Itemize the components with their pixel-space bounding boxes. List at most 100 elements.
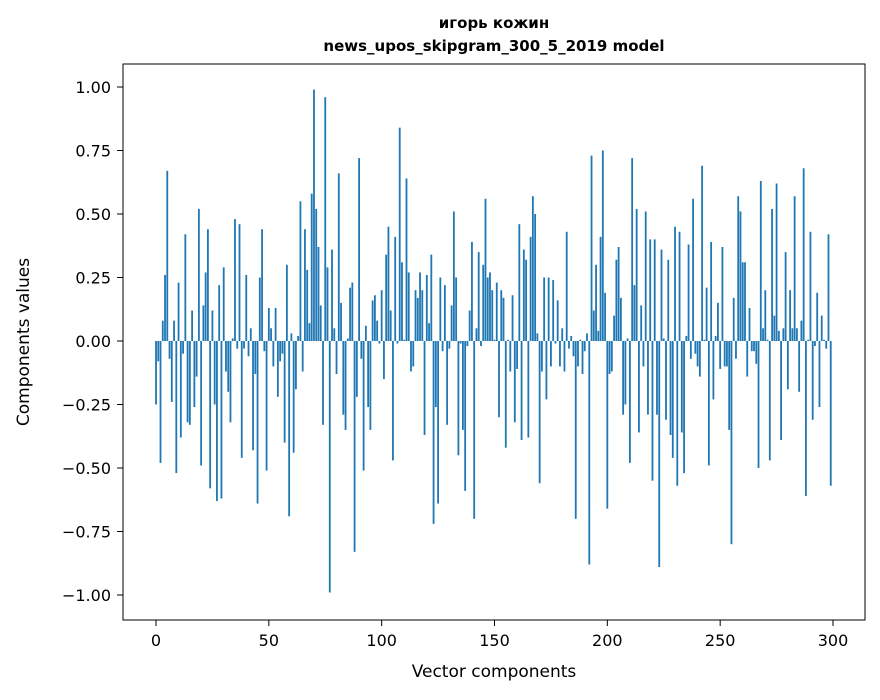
bar [680, 341, 683, 433]
bar [554, 341, 557, 344]
bar [732, 297, 735, 341]
bar [216, 341, 218, 502]
bar [545, 341, 548, 400]
bar [270, 328, 272, 341]
bar [581, 341, 584, 375]
bar [410, 341, 412, 372]
bar [466, 341, 469, 347]
bar [595, 264, 597, 341]
bar [333, 328, 336, 341]
bar [337, 173, 340, 341]
bar [425, 274, 428, 341]
bar [353, 341, 356, 552]
bars-group [155, 89, 832, 593]
bar [615, 259, 618, 341]
bar [757, 341, 760, 468]
y-axis: 1.00 0.75 0.50 0.25 0.00 −0.25 −0.50 −0.75 −1.00 [62, 78, 123, 605]
bar [168, 341, 171, 359]
bar [213, 341, 216, 405]
bar [491, 290, 494, 341]
bar [392, 341, 394, 461]
bar [809, 231, 812, 341]
bar [346, 338, 349, 341]
bar [480, 341, 482, 347]
bar [613, 315, 616, 341]
bar [624, 341, 627, 405]
bar [159, 341, 162, 463]
bar [477, 252, 480, 341]
bar [656, 341, 658, 415]
bar [285, 264, 288, 341]
bar [299, 201, 302, 341]
bar [710, 241, 713, 341]
bar [161, 320, 164, 341]
bar [592, 310, 595, 341]
bar [617, 247, 620, 341]
bar [258, 277, 261, 341]
bar [502, 297, 505, 341]
bar [446, 341, 449, 425]
bar [583, 341, 586, 352]
bar [489, 272, 491, 341]
bar [518, 224, 521, 341]
bar [227, 341, 230, 392]
bar [301, 341, 304, 372]
bar [177, 282, 180, 341]
bar [599, 236, 602, 341]
bar [288, 341, 291, 517]
bar [676, 341, 679, 486]
bar [419, 272, 421, 341]
bar [234, 219, 236, 341]
bar [802, 168, 805, 341]
bar [308, 323, 311, 341]
bar [182, 341, 184, 354]
bar [574, 341, 577, 519]
bar [272, 341, 275, 367]
bar [252, 341, 254, 451]
bar [229, 341, 232, 423]
bar [730, 341, 733, 545]
x-tick-label: 200 [592, 631, 623, 650]
bar [218, 285, 221, 341]
bar [225, 341, 227, 372]
x-tick-label: 0 [151, 631, 161, 650]
bar [719, 341, 722, 369]
bar [459, 341, 462, 344]
bar [335, 341, 338, 375]
bar [527, 341, 530, 438]
bar [737, 196, 740, 341]
bar [786, 341, 789, 390]
bar [371, 300, 374, 341]
bar [565, 231, 568, 341]
bar [184, 234, 187, 341]
y-axis-label: Components values [14, 258, 34, 426]
bar [498, 341, 500, 418]
bar [220, 341, 223, 499]
bar [638, 341, 640, 433]
bar [717, 302, 719, 341]
bar [197, 208, 200, 341]
bar [166, 170, 169, 341]
bar [349, 287, 351, 341]
bar [500, 290, 503, 341]
bar [597, 330, 600, 341]
bar [543, 277, 546, 341]
bar [360, 341, 363, 359]
bar [764, 290, 767, 341]
bar [261, 229, 263, 341]
bar [279, 341, 282, 362]
bar [825, 341, 828, 349]
bar [771, 208, 773, 341]
bar [195, 341, 198, 377]
bar [482, 264, 485, 341]
bar [705, 287, 708, 341]
y-tick-label: 0.25 [75, 269, 111, 288]
bar [773, 315, 776, 341]
bar [660, 249, 663, 341]
bar [726, 341, 728, 367]
bar [179, 341, 182, 438]
bar [692, 198, 694, 341]
bar [689, 341, 692, 359]
bar [468, 310, 471, 341]
bar [509, 341, 512, 372]
